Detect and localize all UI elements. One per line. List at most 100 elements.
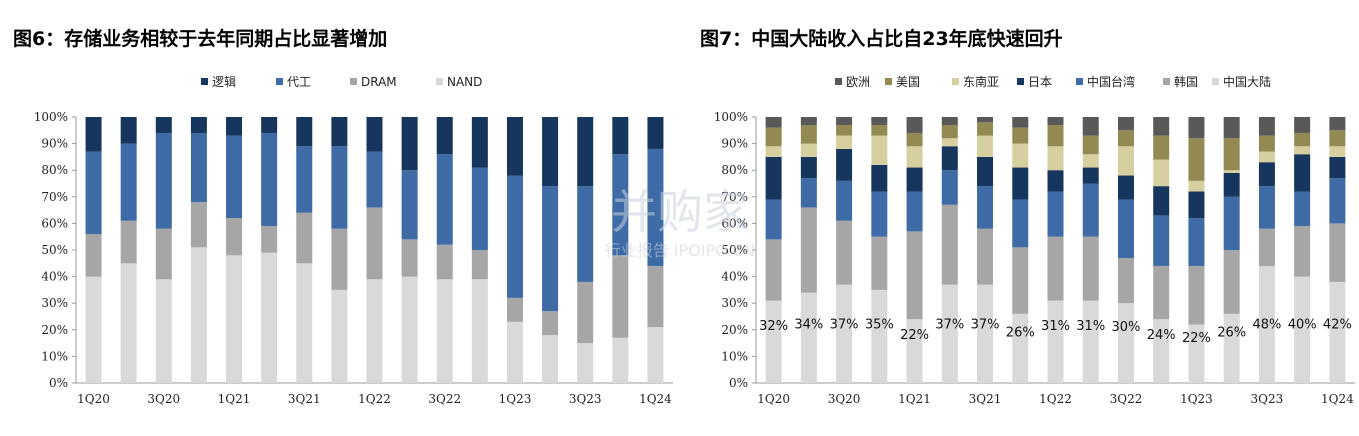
right-bar-segment (1012, 313, 1029, 383)
left-bar-segment (261, 117, 278, 133)
left-bar-segment (85, 276, 102, 383)
right-legend-swatch (1076, 78, 1083, 85)
right-bar-segment (977, 284, 994, 383)
right-bar-segment (800, 292, 817, 383)
left-y-tick-label: 10% (41, 349, 68, 363)
right-legend-label: 东南亚 (963, 74, 999, 89)
left-bar-segment (120, 117, 137, 144)
right-bar-segment (765, 239, 782, 301)
left-bar-segment (506, 321, 523, 383)
left-bar-segment (647, 327, 664, 383)
right-bar-segment (1223, 250, 1240, 314)
right-bar-segment (1258, 265, 1275, 383)
right-bar-segment (941, 146, 958, 171)
right-bar-segment (871, 236, 888, 290)
right-legend-swatch (1017, 78, 1024, 85)
right-bar-segment (1047, 191, 1064, 237)
right-data-label: 48% (1252, 317, 1281, 332)
right-bar-segment (871, 164, 888, 192)
left-bar-segment (577, 343, 594, 383)
left-bar-segment (506, 297, 523, 322)
left-y-tick-label: 60% (41, 216, 68, 230)
left-bar-segment (296, 212, 313, 264)
left-legend-label: DRAM (361, 75, 397, 89)
right-bar-segment (1117, 303, 1134, 383)
left-bar-segment (612, 255, 629, 338)
right-bar-segment (1294, 117, 1311, 133)
left-bar-segment (190, 202, 207, 248)
right-x-tick-label: 1Q23 (1180, 392, 1213, 406)
right-x-tick-label: 1Q20 (757, 392, 790, 406)
right-bar-segment (1188, 180, 1205, 192)
left-bar-segment (542, 335, 559, 383)
left-figure-title: 图6：存储业务相较于去年同期占比显著增加 (13, 28, 388, 50)
right-bar-segment (1082, 183, 1099, 237)
right-bar-segment (1258, 228, 1275, 266)
left-bar-segment (190, 117, 207, 133)
left-bar-segment (85, 151, 102, 235)
right-bar-segment (1082, 167, 1099, 184)
right-bar-segment (1294, 146, 1311, 155)
right-bar-segment (941, 170, 958, 205)
right-bar-segment (1223, 170, 1240, 173)
right-legend-label: 中国大陆 (1223, 74, 1271, 89)
right-bar-segment (836, 220, 853, 285)
left-bar-segment (85, 117, 102, 152)
right-bar-segment (1082, 135, 1099, 155)
left-x-tick-label: 1Q22 (358, 392, 391, 406)
right-bar-segment (1047, 236, 1064, 301)
left-bar-segment (120, 143, 137, 221)
right-bar-segment (1188, 324, 1205, 383)
left-legend-label: NAND (447, 75, 482, 89)
right-bar-segment (1294, 226, 1311, 277)
left-y-tick-label: 40% (41, 270, 68, 284)
right-bar-segment (871, 191, 888, 237)
left-bar-segment (261, 226, 278, 253)
right-bar-segment (977, 117, 994, 123)
right-y-tick-label: 0% (729, 376, 748, 390)
left-legend-swatch (436, 78, 443, 85)
right-x-tick-label: 3Q20 (828, 392, 861, 406)
right-bar-segment (1117, 146, 1134, 176)
right-figure-title: 图7：中国大陆收入占比自23年底快速回升 (700, 28, 1063, 50)
left-bar-segment (296, 117, 313, 147)
right-bar-segment (836, 148, 853, 181)
left-bar-segment (331, 228, 348, 290)
right-bar-segment (1153, 319, 1170, 383)
left-y-tick-label: 50% (41, 243, 68, 257)
left-bar-segment (85, 234, 102, 277)
left-bar-segment (436, 244, 453, 280)
right-bar-segment (1153, 265, 1170, 320)
left-bar-segment (261, 132, 278, 227)
right-bar-segment (1223, 313, 1240, 383)
right-legend-swatch (1212, 78, 1219, 85)
right-y-tick-label: 30% (721, 296, 748, 310)
right-bar-segment (1117, 257, 1134, 304)
right-y-tick-label: 40% (721, 270, 748, 284)
left-x-tick-label: 1Q21 (218, 392, 251, 406)
right-bar-segment (1188, 138, 1205, 181)
right-bar-segment (1258, 162, 1275, 187)
right-y-tick-label: 70% (721, 190, 748, 204)
right-bar-segment (1223, 117, 1240, 139)
right-bar-segment (765, 156, 782, 200)
right-x-tick-label: 3Q23 (1251, 392, 1284, 406)
left-bar-segment (366, 279, 383, 383)
left-bar-segment (155, 132, 172, 229)
right-bar-segment (800, 156, 817, 179)
right-legend-swatch (952, 78, 959, 85)
right-bar-segment (977, 156, 994, 187)
right-x-tick-label: 3Q21 (969, 392, 1002, 406)
right-legend-label: 美国 (896, 75, 920, 89)
right-bar-segment (836, 124, 853, 136)
right-data-label: 30% (1112, 320, 1141, 335)
right-bar-segment (1047, 124, 1064, 147)
right-data-label: 32% (759, 319, 788, 334)
right-bar-segment (800, 117, 817, 125)
left-bar-segment (331, 146, 348, 229)
left-y-tick-label: 70% (41, 190, 68, 204)
left-bar-segment (401, 170, 418, 240)
right-bar-segment (941, 284, 958, 383)
right-data-label: 26% (1006, 325, 1035, 340)
watermark-main-text: 并购家 (611, 185, 749, 239)
